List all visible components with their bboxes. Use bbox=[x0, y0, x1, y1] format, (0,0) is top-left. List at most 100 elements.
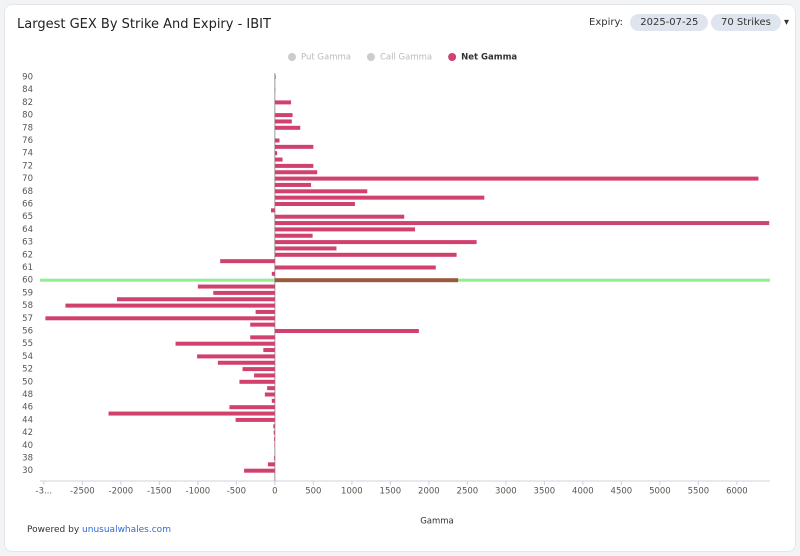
bar bbox=[274, 233, 313, 238]
bar bbox=[274, 157, 283, 162]
legend-label[interactable]: Net Gamma bbox=[461, 53, 517, 63]
bar bbox=[274, 75, 276, 79]
y-tick-label: 56 bbox=[22, 327, 33, 337]
y-tick-label: 30 bbox=[22, 466, 33, 476]
bar bbox=[274, 151, 278, 156]
y-tick-label: 63 bbox=[22, 238, 33, 248]
legend-swatch bbox=[288, 53, 296, 61]
y-tick-label: 80 bbox=[22, 111, 33, 121]
bar bbox=[239, 379, 275, 384]
bar bbox=[274, 125, 301, 130]
bar bbox=[263, 348, 275, 353]
y-tick-label: 60 bbox=[22, 276, 33, 286]
y-tick-label: 82 bbox=[22, 98, 33, 108]
x-tick-label: 6000 bbox=[726, 487, 748, 497]
bar bbox=[274, 189, 368, 194]
x-tick-label: 2500 bbox=[457, 487, 479, 497]
bar bbox=[274, 144, 314, 149]
bar bbox=[274, 176, 759, 181]
x-tick-label: 2000 bbox=[418, 487, 440, 497]
bar bbox=[274, 214, 405, 219]
strikes-control: 70 Strikes ▾ bbox=[707, 14, 789, 31]
expiry-select[interactable]: 2025-07-25 bbox=[630, 14, 709, 31]
bar bbox=[274, 138, 280, 143]
x-tick-label: 1500 bbox=[380, 487, 402, 497]
x-tick-label: 4000 bbox=[572, 487, 594, 497]
y-tick-label: 55 bbox=[22, 339, 33, 349]
y-tick-label: 40 bbox=[22, 441, 33, 451]
bar bbox=[274, 436, 275, 441]
y-tick-label: 48 bbox=[22, 390, 33, 400]
bar bbox=[271, 271, 275, 276]
y-tick-label: 84 bbox=[22, 85, 33, 95]
bar bbox=[274, 456, 275, 460]
bar bbox=[274, 329, 419, 333]
bar bbox=[254, 373, 275, 378]
legend-label[interactable]: Put Gamma bbox=[301, 53, 351, 63]
bar bbox=[273, 424, 275, 429]
x-tick-label: 3000 bbox=[495, 487, 517, 497]
bar bbox=[65, 303, 275, 308]
legend-swatch bbox=[448, 53, 457, 61]
y-tick-label: 78 bbox=[22, 123, 33, 133]
bar bbox=[274, 202, 355, 206]
bar bbox=[274, 252, 457, 257]
legend-label[interactable]: Call Gamma bbox=[380, 53, 432, 63]
y-tick-label: 70 bbox=[22, 174, 33, 184]
bar bbox=[45, 316, 275, 321]
bar bbox=[117, 297, 275, 302]
x-tick-label: -3... bbox=[36, 487, 53, 497]
x-tick-label: -2500 bbox=[70, 487, 95, 497]
bar bbox=[242, 367, 275, 372]
y-tick-label: 58 bbox=[22, 301, 33, 311]
bar bbox=[274, 163, 314, 168]
y-tick-label: 66 bbox=[22, 200, 33, 210]
bar bbox=[250, 322, 275, 327]
y-tick-label: 54 bbox=[22, 352, 33, 362]
bar bbox=[217, 360, 275, 365]
y-tick-label: 76 bbox=[22, 136, 33, 146]
y-tick-label: 74 bbox=[22, 149, 33, 159]
footer-link[interactable]: unusualwhales.com bbox=[82, 525, 171, 535]
bar bbox=[274, 195, 485, 200]
x-tick-label: -1500 bbox=[147, 487, 172, 497]
x-tick-label: -2000 bbox=[109, 487, 134, 497]
y-tick-label: 50 bbox=[22, 377, 33, 387]
bar bbox=[274, 265, 436, 270]
y-tick-label: 61 bbox=[22, 263, 33, 273]
bar bbox=[271, 208, 275, 213]
strikes-select[interactable]: 70 Strikes bbox=[711, 14, 781, 31]
x-tick-label: 4500 bbox=[611, 487, 633, 497]
legend-swatch bbox=[366, 53, 375, 61]
x-tick-label: 5000 bbox=[649, 487, 671, 497]
bar bbox=[274, 170, 318, 175]
bar bbox=[250, 335, 275, 340]
bar bbox=[244, 468, 275, 473]
bar bbox=[235, 417, 275, 422]
y-tick-label: 57 bbox=[22, 314, 33, 324]
footer-prefix: Powered by bbox=[27, 525, 80, 535]
y-tick-label: 52 bbox=[22, 365, 33, 375]
y-tick-label: 42 bbox=[22, 428, 33, 438]
x-tick-label: -500 bbox=[227, 487, 246, 497]
card: Largest GEX By Strike And Expiry - IBIT … bbox=[4, 4, 796, 552]
bar bbox=[175, 341, 275, 346]
bar bbox=[274, 119, 292, 124]
bar bbox=[274, 221, 770, 226]
bar bbox=[197, 284, 275, 289]
y-tick-label: 59 bbox=[22, 288, 33, 298]
x-tick-label: 1000 bbox=[341, 487, 363, 497]
bar bbox=[220, 259, 275, 264]
bar bbox=[274, 278, 459, 283]
x-tick-label: 3500 bbox=[534, 487, 556, 497]
bar bbox=[271, 398, 275, 403]
bar bbox=[229, 405, 275, 410]
x-tick-label: -1000 bbox=[186, 487, 211, 497]
y-tick-label: 72 bbox=[22, 161, 33, 171]
bar bbox=[274, 182, 312, 187]
x-tick-label: 500 bbox=[305, 487, 321, 497]
bar bbox=[197, 354, 275, 359]
y-tick-label: 65 bbox=[22, 212, 33, 222]
bar bbox=[274, 100, 292, 105]
